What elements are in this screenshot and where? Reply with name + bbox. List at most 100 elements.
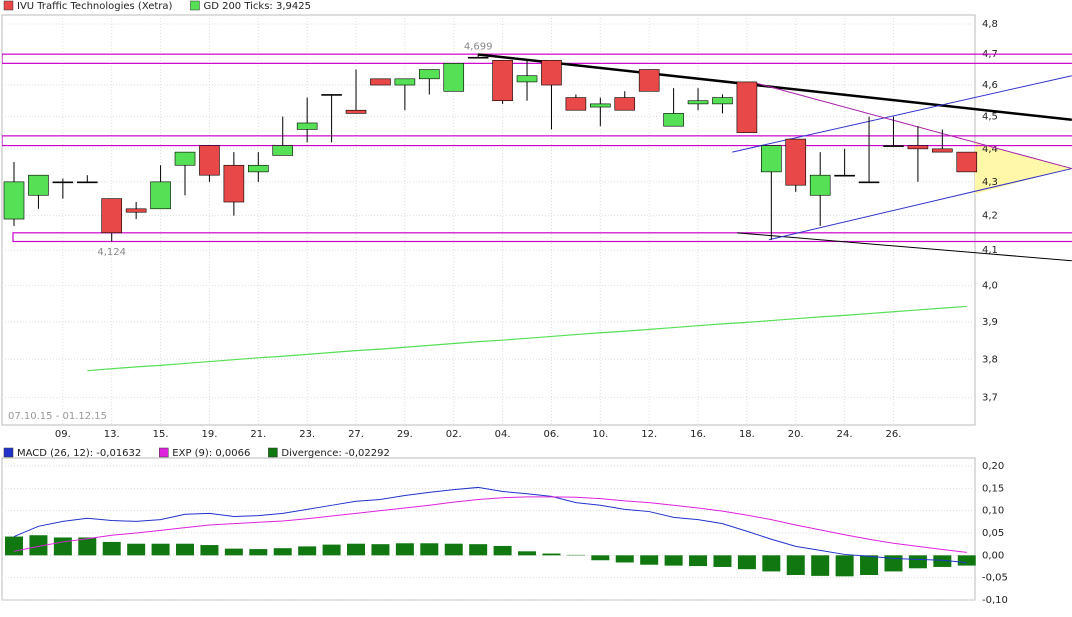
y-tick-label: 4,6 xyxy=(982,80,998,91)
candle-body xyxy=(443,63,465,92)
candle-body xyxy=(52,181,74,184)
x-tick-label: 13. xyxy=(104,429,120,440)
band xyxy=(2,135,1072,147)
x-tick-label: 29. xyxy=(397,429,413,440)
candle-body xyxy=(223,164,245,203)
divergence-bar xyxy=(542,553,561,556)
y-tick-label: 4,2 xyxy=(982,211,998,222)
divergence-bar xyxy=(469,544,488,556)
x-tick-label: 23. xyxy=(299,429,315,440)
divergence-bar xyxy=(78,537,97,556)
x-tick-label: 21. xyxy=(250,429,266,440)
divergence-bar xyxy=(224,548,243,556)
divergence-bar xyxy=(371,544,390,556)
divergence-bar xyxy=(762,555,781,572)
candle-body xyxy=(467,56,489,59)
annotation: 4,124 xyxy=(97,247,126,258)
divergence-bar xyxy=(53,537,72,556)
divergence-bar xyxy=(615,555,634,563)
divergence-bar xyxy=(860,555,879,575)
candle-body xyxy=(614,97,636,111)
candle-body xyxy=(565,97,587,111)
moving-average-line xyxy=(87,305,967,372)
x-tick-label: 27. xyxy=(348,429,364,440)
candle-body xyxy=(687,100,709,105)
band xyxy=(2,53,1072,64)
divergence-bar xyxy=(689,555,708,567)
x-tick-label: 12. xyxy=(641,429,657,440)
divergence-bar xyxy=(29,535,48,556)
candle-body xyxy=(3,181,25,220)
y-tick-label: 4,5 xyxy=(982,112,998,123)
y-tick-label: 4,3 xyxy=(982,177,998,188)
candle-body xyxy=(248,164,269,173)
price-frame xyxy=(1,14,976,426)
candle-body xyxy=(663,113,684,127)
y-tick-label: 4,1 xyxy=(982,245,998,256)
trend-line xyxy=(737,232,1072,262)
candle-body xyxy=(76,181,98,184)
candle-body xyxy=(883,145,904,147)
divergence-bar xyxy=(786,555,805,575)
divergence-bar xyxy=(811,555,830,576)
x-tick-label: 09. xyxy=(55,429,71,440)
candle-body xyxy=(370,78,391,86)
divergence-bar xyxy=(640,555,659,565)
divergence-bar xyxy=(249,549,268,556)
divergence-bar xyxy=(273,548,292,556)
indicator-line xyxy=(13,486,967,564)
legend-label: EXP (9): 0,0066 xyxy=(172,448,250,459)
macd-frame xyxy=(1,457,976,601)
divergence-bar xyxy=(5,536,23,556)
divergence-bar xyxy=(957,555,976,566)
candle-body xyxy=(419,69,440,80)
x-tick-label: 24. xyxy=(837,429,853,440)
divergence-bar xyxy=(713,555,732,567)
candle-body xyxy=(834,174,855,177)
triangle-fill xyxy=(975,142,1072,194)
y-tick-label: 4,8 xyxy=(982,19,998,30)
divergence-bar xyxy=(322,544,341,556)
x-tick-label: 18. xyxy=(739,429,755,440)
x-tick-label: 26. xyxy=(886,429,902,440)
trend-line xyxy=(751,81,1072,170)
legend-label: MACD (26, 12): -0,01632 xyxy=(17,448,141,459)
divergence-bar xyxy=(493,545,512,556)
candle-body xyxy=(101,198,123,234)
divergence-bar xyxy=(176,543,195,556)
indicator-line xyxy=(13,496,967,553)
candle-body xyxy=(174,151,196,166)
candle-body xyxy=(761,145,782,173)
divergence-bar xyxy=(933,555,952,567)
divergence-bar xyxy=(395,543,414,556)
trend-line xyxy=(768,168,1072,241)
legend-label: IVU Traffic Technologies (Xetra) xyxy=(17,1,173,12)
y-tick-label: 0,05 xyxy=(982,528,1004,539)
x-tick-label: 06. xyxy=(544,429,560,440)
overlay xyxy=(2,53,1072,262)
legend-swatch xyxy=(159,447,169,458)
x-tick-label: 04. xyxy=(495,429,511,440)
candle-body xyxy=(736,81,758,133)
date-range: 07.10.15 - 01.12.15 xyxy=(8,411,107,422)
candle-body xyxy=(150,181,171,210)
divergence-bar xyxy=(737,555,756,570)
x-tick-label: 16. xyxy=(690,429,706,440)
divergence-bar xyxy=(908,555,927,569)
legend-swatch xyxy=(190,0,200,11)
candle-body xyxy=(199,145,220,176)
legend-swatch xyxy=(3,447,14,458)
y-tick-label: 3,7 xyxy=(982,393,998,404)
divergence-bar xyxy=(151,543,170,556)
y-tick-label: 0,20 xyxy=(982,461,1004,472)
divergence-bar xyxy=(518,551,537,556)
x-tick-label: 02. xyxy=(446,429,462,440)
candle-body xyxy=(345,109,367,114)
x-tick-label: 15. xyxy=(153,429,169,440)
candle-body xyxy=(516,75,538,83)
divergence-bar xyxy=(102,541,121,556)
divergence-bar xyxy=(444,543,463,556)
candle-body xyxy=(956,151,978,173)
divergence-bar xyxy=(200,545,219,556)
